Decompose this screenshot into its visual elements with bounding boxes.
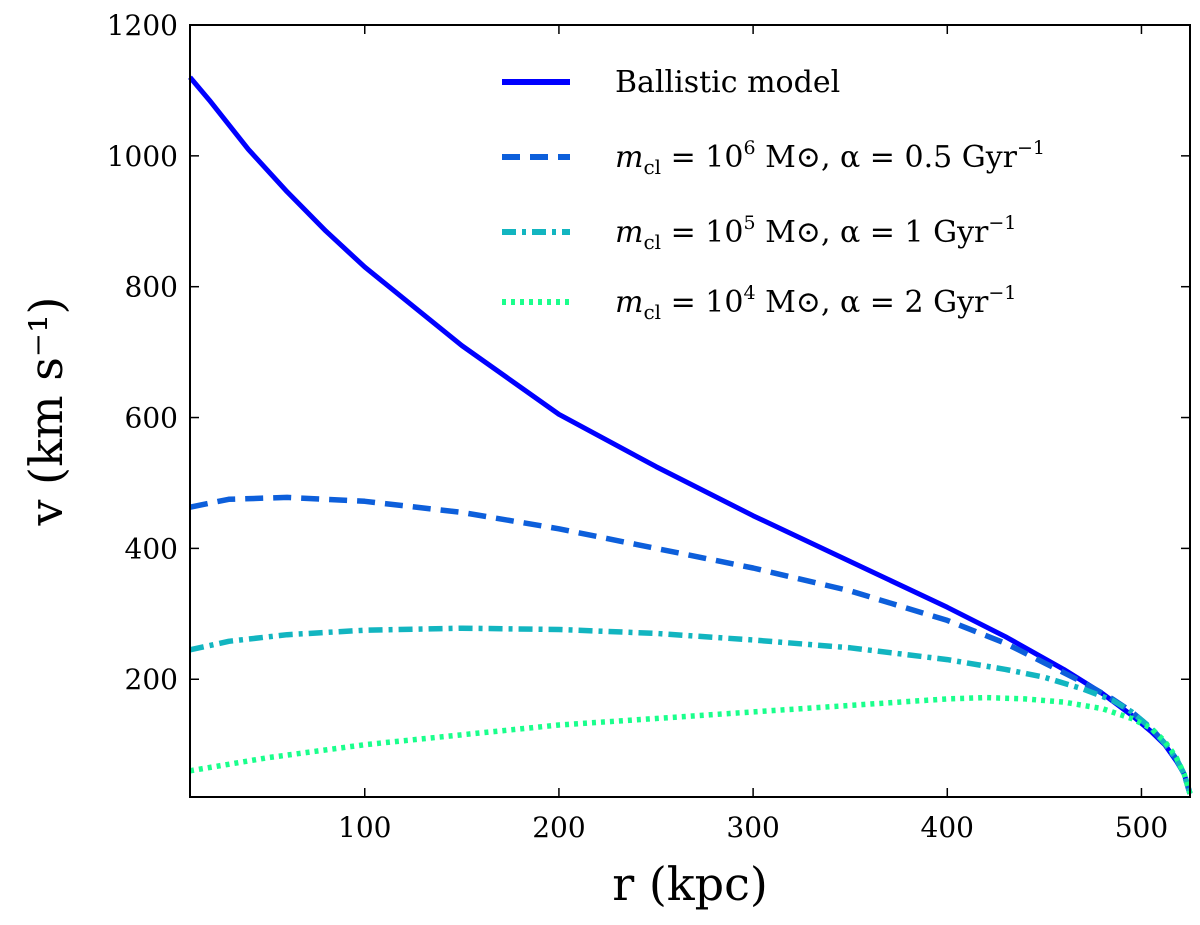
series-line-3 — [189, 625, 1193, 795]
legend: Ballistic model mcl = 106 M⊙, α = 0.5 Gyr… — [502, 65, 1045, 324]
y-axis-label: v (km s⁻¹) — [19, 297, 73, 527]
x-tick-label: 200 — [532, 811, 585, 844]
legend-label-3: mcl = 105 M⊙, α = 1 Gyr−1 — [615, 212, 1016, 254]
plot-lines — [188, 75, 1193, 795]
y-tick-label: 400 — [125, 532, 178, 565]
legend-label-4: mcl = 104 M⊙, α = 2 Gyr−1 — [615, 282, 1016, 324]
x-axis-label: r (kpc) — [612, 857, 768, 911]
y-axis: 200 400 600 800 1000 1200 — [107, 9, 1190, 696]
x-tick-label: 400 — [921, 811, 974, 844]
legend-label-1: Ballistic model — [615, 65, 840, 100]
y-tick-label: 200 — [125, 663, 178, 696]
series-line-1 — [188, 75, 1193, 795]
y-tick-label: 600 — [125, 402, 178, 435]
x-tick-label: 500 — [1115, 811, 1168, 844]
series-line-4 — [189, 694, 1193, 795]
plot-frame — [189, 24, 1191, 798]
series-line-2 — [189, 494, 1193, 795]
x-axis: 100 200 300 400 500 — [338, 25, 1168, 844]
y-tick-label: 1000 — [107, 140, 178, 173]
legend-label-2: mcl = 106 M⊙, α = 0.5 Gyr−1 — [615, 137, 1045, 179]
x-tick-label: 100 — [338, 811, 391, 844]
x-tick-label: 300 — [726, 811, 779, 844]
y-tick-label: 800 — [125, 271, 178, 304]
y-tick-label: 1200 — [107, 9, 178, 42]
